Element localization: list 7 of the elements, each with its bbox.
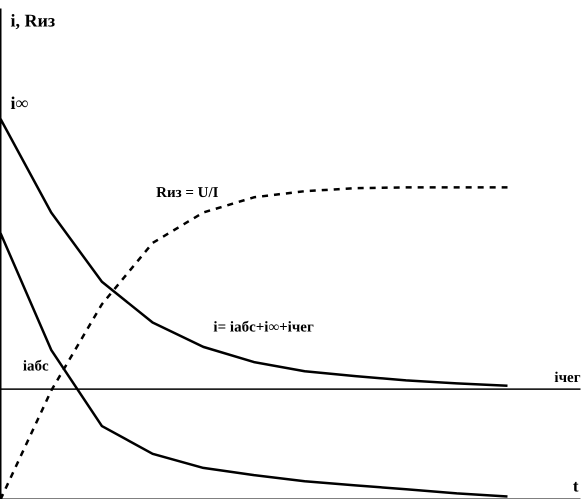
series-label: i= iабс+i∞+iчег bbox=[213, 319, 314, 336]
text: i∞ bbox=[10, 92, 28, 113]
series-label: Rиз = U/I bbox=[156, 185, 219, 202]
ref-line-label: iчег bbox=[554, 370, 581, 386]
series-label: iабс bbox=[22, 358, 50, 375]
x-axis-title: t bbox=[572, 476, 579, 496]
text: i, Rиз bbox=[10, 10, 56, 30]
